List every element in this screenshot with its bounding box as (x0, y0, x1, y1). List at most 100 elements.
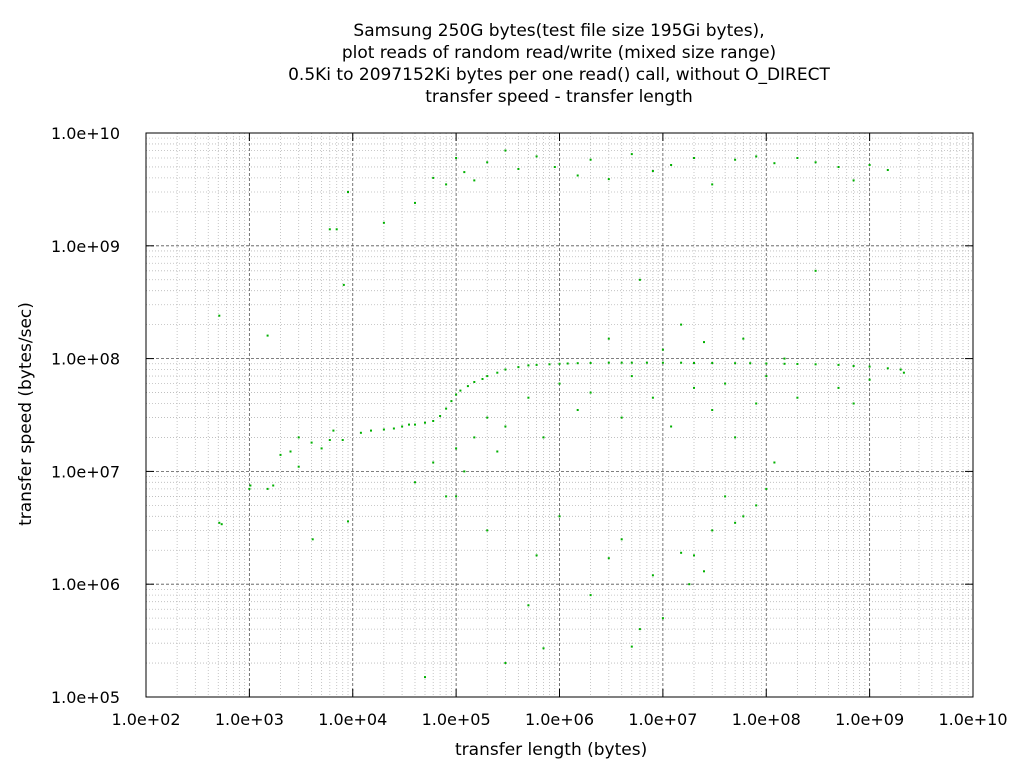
data-point (455, 157, 458, 159)
data-point (289, 450, 292, 453)
data-point (370, 429, 372, 432)
data-point (424, 676, 426, 679)
data-point (902, 371, 905, 374)
data-point (297, 465, 300, 468)
data-point (773, 162, 776, 165)
data-point (504, 662, 507, 664)
data-point (504, 425, 507, 428)
data-point (620, 416, 623, 419)
data-point (553, 166, 556, 168)
x-tick-label: 1.0e+05 (422, 710, 491, 729)
data-point (711, 362, 714, 364)
data-point (527, 604, 530, 607)
data-point (630, 361, 633, 364)
data-point (439, 415, 442, 417)
data-point (266, 334, 269, 337)
data-point (414, 423, 416, 426)
x-tick-label: 1.0e+08 (732, 710, 801, 729)
data-point (335, 228, 338, 231)
x-tick-label: 1.0e+07 (628, 710, 697, 729)
data-point (445, 183, 448, 186)
data-point (332, 429, 335, 432)
data-point (711, 183, 714, 186)
data-point (463, 470, 466, 473)
data-point (589, 391, 592, 394)
chart-title-line-2: plot reads of random read/write (mixed s… (341, 43, 777, 63)
data-point (886, 367, 889, 370)
chart-title-line-3: 0.5Ki to 2097152Ki bytes per one read() … (288, 65, 830, 85)
data-point (342, 283, 345, 286)
data-point (661, 617, 664, 620)
data-point (504, 368, 507, 371)
data-point (328, 439, 331, 441)
data-point (734, 521, 737, 524)
data-point (620, 361, 623, 364)
data-point (432, 420, 435, 422)
data-point (248, 487, 251, 490)
tick-marks: 1.0e+02 1.0e+03 1.0e+04 1.0e+05 1.0e+06 1.0e+… (51, 124, 1008, 729)
y-tick-label: 1.0e+08 (51, 350, 120, 369)
data-point (535, 363, 538, 366)
data-point (359, 431, 362, 434)
data-point (558, 515, 561, 518)
data-point (783, 357, 786, 360)
data-point (297, 436, 300, 439)
data-point (414, 201, 416, 204)
x-tick-label: 1.0e+09 (835, 710, 904, 729)
data-point (868, 365, 871, 368)
data-points (218, 149, 905, 679)
data-point (445, 495, 448, 498)
data-point (517, 168, 520, 170)
data-point (504, 149, 507, 152)
data-point (249, 484, 252, 487)
y-tick-label: 1.0e+09 (51, 237, 120, 256)
data-point (589, 158, 592, 161)
data-point (734, 158, 737, 161)
data-point (496, 450, 499, 453)
data-point (765, 375, 768, 378)
data-point (680, 323, 683, 326)
data-point (651, 396, 654, 399)
data-point (724, 382, 727, 385)
data-point (558, 382, 561, 385)
data-point (796, 157, 799, 159)
data-point (693, 386, 695, 389)
data-point (742, 515, 745, 518)
data-point (755, 402, 758, 405)
data-point (473, 381, 476, 383)
data-point (837, 166, 840, 168)
data-point (749, 362, 752, 365)
data-point (607, 178, 610, 181)
data-point (693, 157, 695, 159)
data-point (401, 425, 404, 428)
data-point (670, 425, 673, 428)
data-point (392, 427, 395, 430)
data-point (218, 521, 221, 524)
data-point (466, 385, 469, 388)
data-point (703, 570, 705, 573)
data-point (734, 362, 737, 365)
data-point (783, 362, 786, 365)
data-point (455, 447, 458, 450)
y-axis-label: transfer speed (bytes/sec) (15, 302, 36, 526)
data-point (473, 436, 476, 439)
y-tick-label: 1.0e+10 (51, 124, 120, 143)
data-point (661, 348, 664, 351)
data-point (450, 400, 453, 403)
data-point (886, 169, 889, 171)
data-point (408, 423, 410, 426)
x-tick-label: 1.0e+10 (938, 710, 1007, 729)
data-point (517, 366, 520, 369)
data-point (347, 520, 349, 523)
data-point (899, 368, 902, 371)
data-point (837, 386, 840, 389)
y-tick-label: 1.0e+06 (51, 575, 120, 594)
data-point (630, 375, 633, 378)
data-point (486, 416, 489, 419)
x-tick-label: 1.0e+02 (111, 710, 180, 729)
data-point (463, 171, 466, 174)
data-point (576, 362, 579, 365)
data-point (347, 191, 349, 193)
